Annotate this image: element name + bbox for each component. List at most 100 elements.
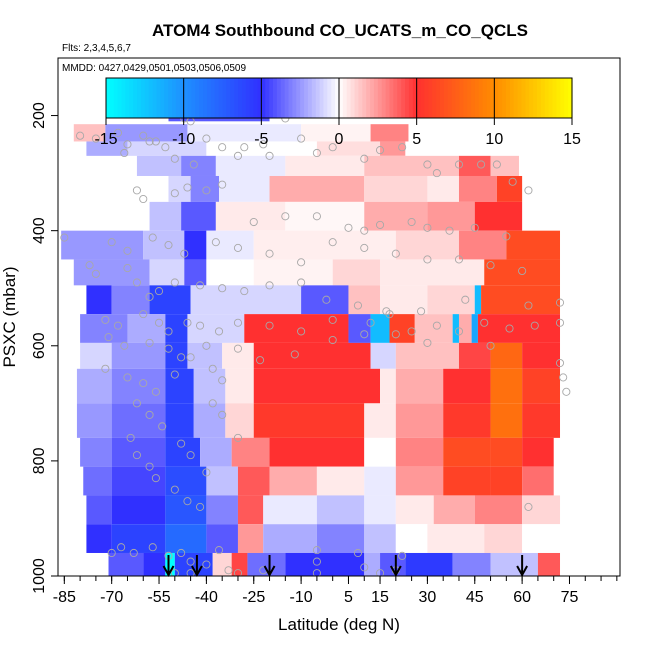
sample-point: [233, 569, 243, 576]
sample-point: [233, 344, 243, 353]
heatmap-cell: [206, 259, 254, 286]
colorbar-swatch: [183, 78, 189, 118]
colorbar-swatch: [210, 78, 216, 118]
sample-point: [208, 364, 217, 373]
heatmap-cell: [61, 230, 144, 260]
colorbar-swatch: [482, 78, 488, 118]
colorbar-swatch: [451, 78, 457, 118]
colorbar-swatch: [137, 78, 142, 118]
sample-point: [297, 278, 306, 287]
sample-point: [170, 154, 179, 163]
heatmap-cell: [481, 285, 561, 315]
heatmap-cell: [395, 524, 428, 553]
colorbar-swatch: [529, 78, 534, 118]
sample-point: [312, 212, 321, 221]
heatmap-cell: [165, 466, 207, 496]
heatmap-cell: [285, 155, 365, 176]
heatmap-cell: [269, 175, 365, 202]
colorbar-swatch: [245, 78, 251, 118]
sample-point: [366, 318, 375, 327]
heatmap-cell: [522, 437, 554, 467]
heatmap-cell: [111, 524, 166, 553]
heatmap-cell: [190, 175, 220, 202]
sample-point: [123, 246, 132, 255]
colorbar-swatch: [486, 78, 492, 118]
heatmap-cell: [187, 314, 245, 343]
colorbar-swatch: [133, 78, 138, 118]
colorbar-swatch: [144, 78, 150, 118]
sample-point: [360, 330, 369, 339]
heatmap-cell: [86, 141, 128, 156]
heatmap-cell: [165, 368, 194, 404]
sample-point: [183, 183, 192, 192]
colorbar-swatch: [354, 78, 360, 118]
colorbar-swatch: [241, 78, 247, 118]
heatmap-cell: [285, 552, 365, 576]
sample-point: [139, 310, 148, 319]
sample-point: [154, 318, 164, 327]
sample-point: [170, 569, 179, 576]
colorbar-swatch: [121, 78, 127, 118]
heatmap-cell: [490, 437, 523, 467]
heatmap-cell: [395, 466, 444, 496]
heatmap-cell: [458, 175, 497, 202]
sample-point: [265, 249, 274, 258]
heatmap-cell: [149, 285, 191, 315]
colorbar-swatch: [420, 78, 426, 118]
colorbar-outline: [105, 77, 573, 119]
colorbar-swatch: [439, 78, 445, 118]
heatmap-cell: [184, 230, 207, 260]
heatmap-cell: [231, 437, 270, 467]
sample-point: [233, 318, 243, 327]
heatmap-cell: [433, 495, 475, 525]
heatmap-cell: [184, 259, 207, 286]
heatmap-cell: [231, 552, 248, 576]
heatmap-cell: [111, 437, 166, 467]
heatmap-cell: [263, 495, 317, 525]
sample-point: [170, 485, 179, 494]
colorbar-swatch: [393, 78, 398, 118]
heatmap-cell: [452, 314, 459, 343]
sample-point: [454, 255, 464, 264]
heatmap-cell: [111, 368, 166, 404]
colorbar-swatch: [156, 78, 161, 118]
heatmap-cell: [506, 230, 561, 260]
heatmap-cell: [380, 259, 485, 286]
sample-point: [470, 223, 479, 232]
sample-point: [145, 137, 154, 146]
sample-point: [218, 143, 227, 152]
sample-point: [297, 258, 306, 267]
sample-point: [259, 140, 268, 149]
heatmap-cell: [316, 495, 365, 525]
sample-point: [423, 338, 432, 347]
sample-point: [524, 502, 533, 511]
sample-point: [265, 321, 274, 330]
sample-point: [186, 353, 195, 362]
sample-point: [360, 226, 369, 235]
colorbar-swatch: [370, 78, 375, 118]
sample-point: [524, 186, 533, 195]
colorbar-swatch: [284, 78, 290, 118]
sample-point: [445, 226, 454, 235]
heatmap-cell: [269, 437, 365, 467]
colorbar-swatch: [474, 78, 480, 118]
heatmap-cell: [474, 201, 523, 231]
colorbar-swatch: [366, 78, 371, 118]
heatmap-cell: [380, 368, 396, 404]
heatmap-cell: [285, 201, 365, 231]
sample-point: [240, 143, 249, 152]
heatmap-cell: [225, 403, 254, 438]
colorbar-swatch: [432, 78, 437, 118]
heatmap-cell: [215, 155, 286, 176]
colorbar-swatch: [214, 78, 220, 118]
heatmap-cell: [73, 259, 150, 286]
sample-point: [139, 131, 148, 140]
flights-label: Flts: 2,3,4,5,6,7: [62, 43, 131, 54]
colorbar-swatch: [335, 78, 340, 118]
sample-point: [158, 422, 167, 431]
sample-point: [312, 546, 321, 555]
sample-point: [224, 566, 233, 575]
colorbar-swatch: [490, 78, 495, 118]
sample-point: [123, 373, 132, 382]
